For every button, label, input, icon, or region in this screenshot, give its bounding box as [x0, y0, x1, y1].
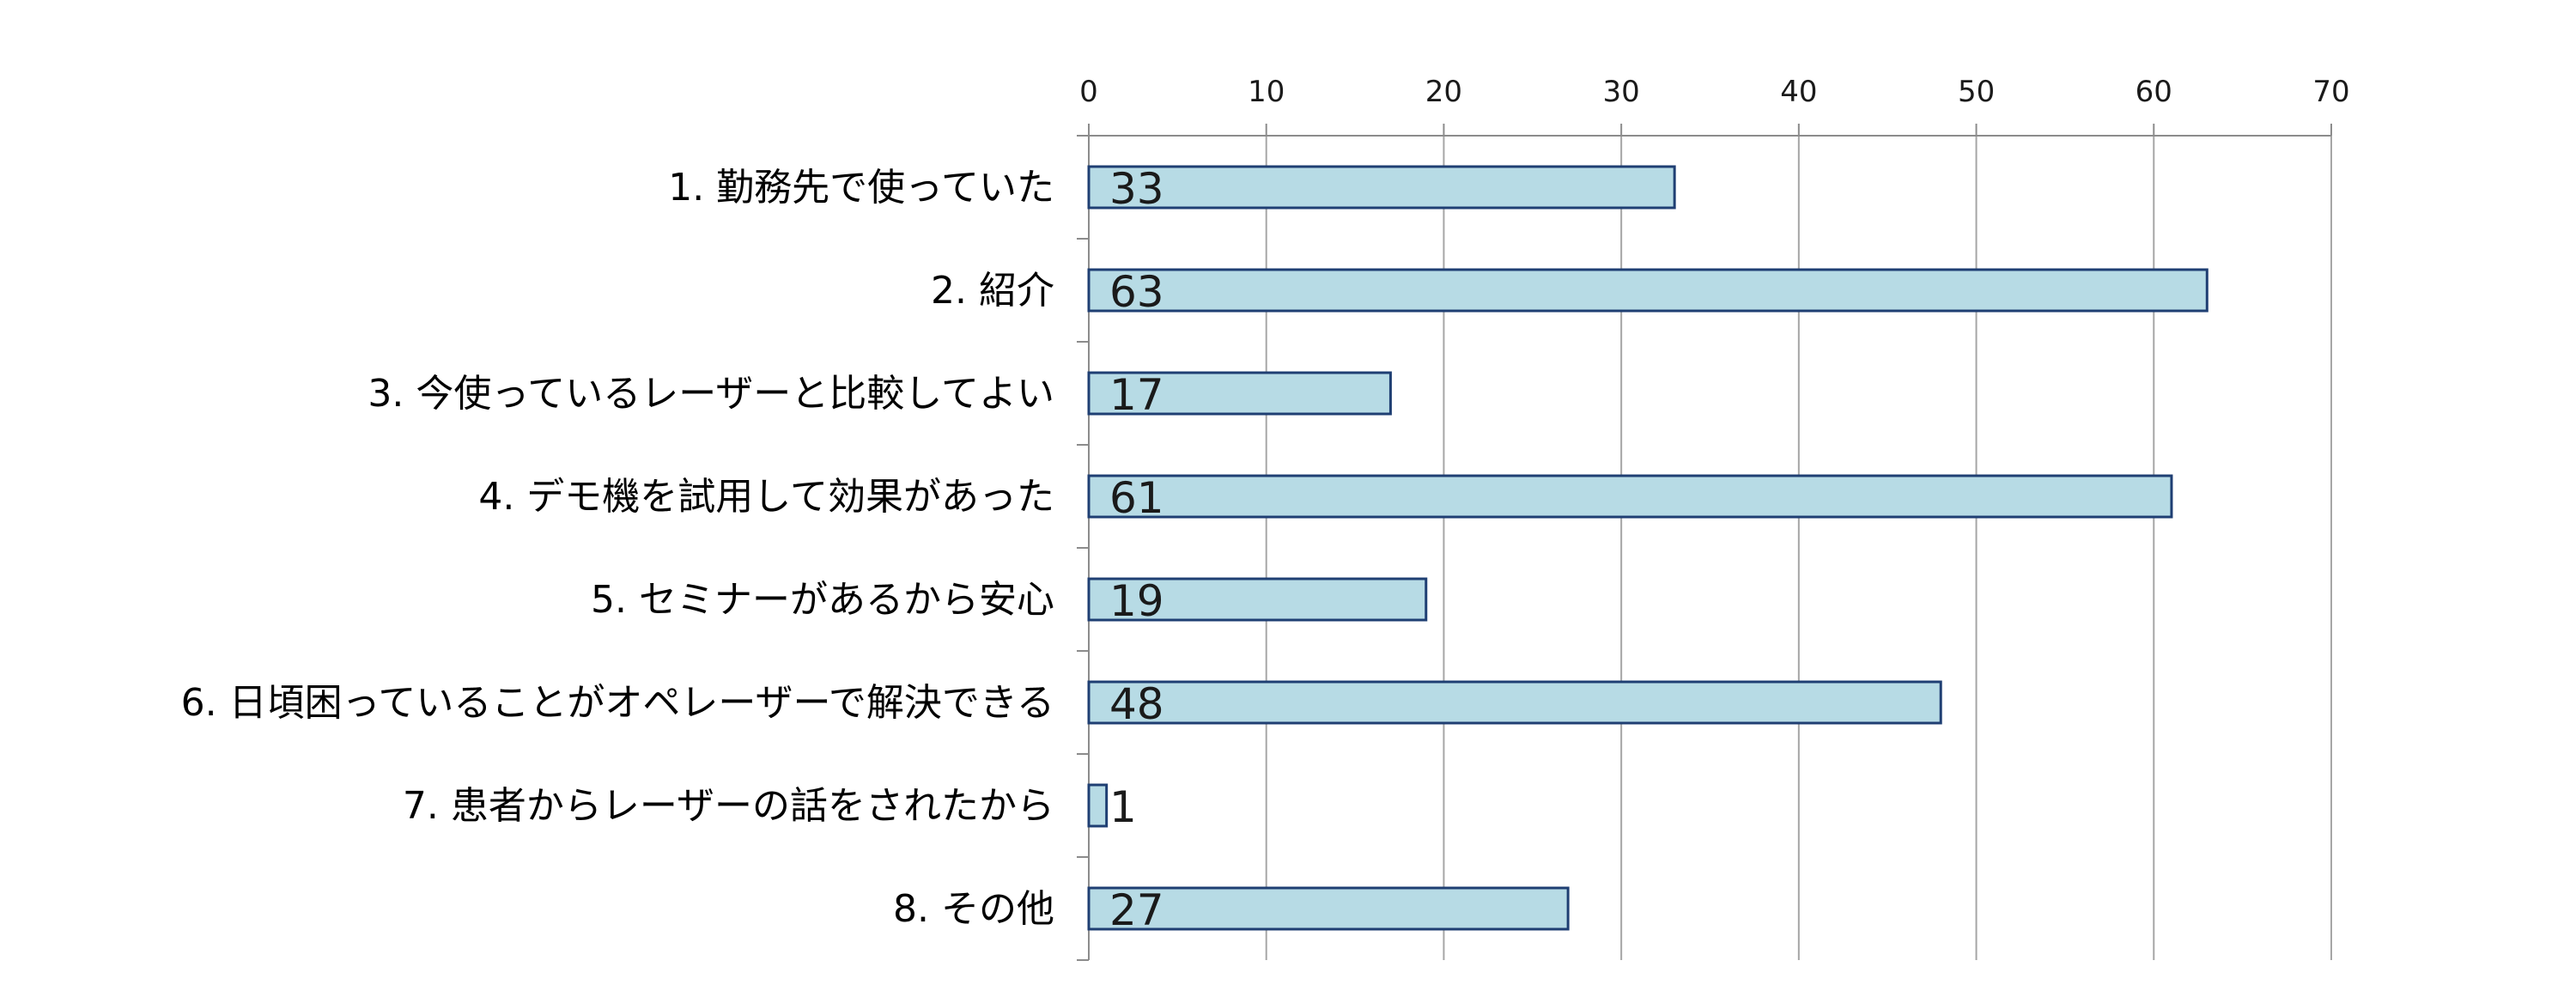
x-tick-label: 10	[1248, 75, 1285, 109]
bar-5	[1087, 577, 1428, 622]
data-label: 61	[1109, 473, 1164, 523]
data-label: 27	[1109, 885, 1164, 935]
category-label: 8. その他	[893, 887, 1054, 931]
x-tick-label: 0	[1079, 75, 1098, 109]
x-tick-label: 40	[1780, 75, 1817, 109]
x-tick-label: 20	[1425, 75, 1462, 109]
category-label: 4. デモ機を試用して効果があった	[478, 475, 1054, 519]
bars-layer	[1087, 165, 2208, 931]
data-label: 19	[1109, 576, 1164, 626]
data-label: 48	[1109, 679, 1164, 729]
category-label: 3. 今使っているレーザーと比較してよい	[368, 372, 1054, 416]
axis-layer: 0 10 20 30 40 50 60 70	[1077, 75, 2350, 961]
labels-layer: 1. 勤務先で使っていた 33 2. 紹介 63 3. 今使っているレーザーと比較してよ…	[181, 164, 1164, 935]
category-label: 7. 患者からレーザーの話をされたから	[403, 784, 1054, 828]
category-label: 6. 日頃困っていることがオペレーザーで解決できる	[181, 681, 1054, 725]
data-label: 33	[1109, 164, 1164, 214]
bar-3	[1087, 371, 1392, 416]
x-tick-label: 30	[1603, 75, 1640, 109]
x-tick-label: 70	[2312, 75, 2349, 109]
x-tick-label: 50	[1958, 75, 1995, 109]
data-label: 1	[1109, 782, 1137, 832]
bar-1	[1087, 165, 1676, 210]
bar-4	[1087, 474, 2173, 519]
bar-6	[1087, 680, 1942, 725]
category-label: 2. 紹介	[931, 269, 1054, 313]
data-label: 17	[1109, 370, 1164, 420]
category-label: 1. 勤務先で使っていた	[668, 166, 1054, 210]
bar-7	[1087, 783, 1109, 828]
bar-2	[1087, 268, 2208, 313]
bar-8	[1087, 886, 1570, 931]
x-tick-label: 60	[2136, 75, 2172, 109]
grid-layer	[1088, 136, 2332, 960]
data-label: 63	[1109, 267, 1164, 317]
category-label: 5. セミナーがあるから安心	[591, 578, 1054, 622]
